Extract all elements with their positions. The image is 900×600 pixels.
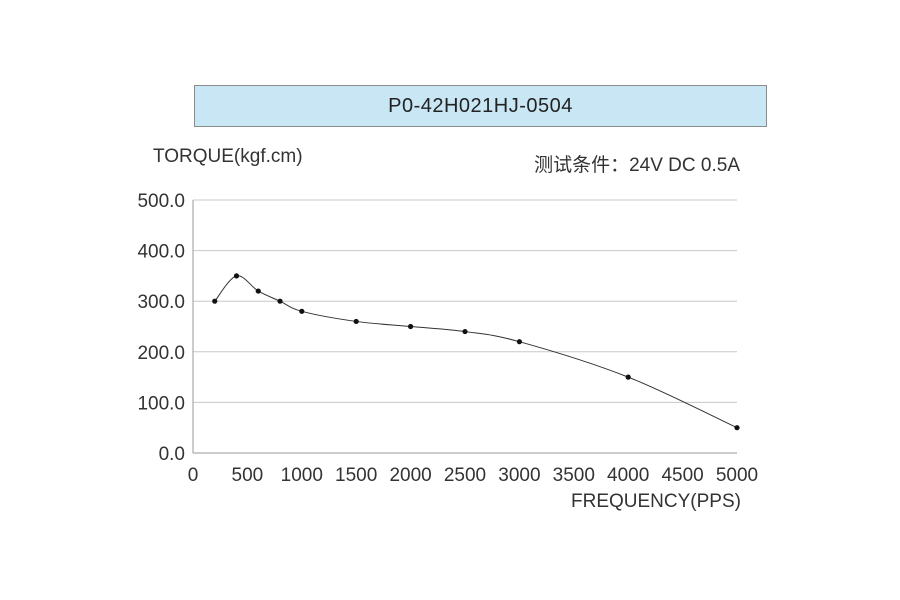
y-tick-label: 500.0 bbox=[137, 191, 185, 212]
x-tick-label: 1500 bbox=[335, 465, 377, 486]
y-tick-labels: 0.0 100.0 200.0 300.0 400.0 500.0 bbox=[137, 191, 185, 465]
torque-curve bbox=[214, 275, 738, 429]
data-point bbox=[408, 323, 414, 330]
y-tick-label: 200.0 bbox=[137, 343, 185, 364]
data-point bbox=[625, 374, 631, 380]
x-tick-label: 500 bbox=[232, 465, 264, 486]
x-tick-label: 5000 bbox=[716, 465, 758, 486]
y-tick-label: 100.0 bbox=[137, 393, 185, 414]
data-point bbox=[212, 298, 218, 304]
x-tick-label: 0 bbox=[188, 465, 199, 486]
data-point bbox=[516, 339, 523, 345]
y-tick-label: 400.0 bbox=[137, 242, 185, 263]
x-tick-label: 3000 bbox=[498, 465, 540, 486]
x-tick-label: 3500 bbox=[553, 465, 595, 486]
x-axis-label: FREQUENCY(PPS) bbox=[571, 491, 741, 512]
y-axis-label: TORQUE(kgf.cm) bbox=[153, 146, 303, 167]
data-point bbox=[734, 425, 740, 431]
x-tick-label: 2000 bbox=[389, 465, 431, 486]
axes bbox=[192, 200, 737, 454]
x-tick-label: 1000 bbox=[281, 465, 323, 486]
y-tick-label: 300.0 bbox=[137, 292, 185, 313]
data-point bbox=[299, 308, 305, 314]
data-point bbox=[233, 273, 240, 279]
y-tick-label: 0.0 bbox=[159, 444, 185, 465]
x-tick-label: 4000 bbox=[607, 465, 649, 486]
data-point bbox=[277, 298, 283, 304]
data-point bbox=[353, 318, 359, 325]
x-tick-label: 4500 bbox=[661, 465, 703, 486]
grid-lines bbox=[193, 199, 737, 403]
data-point bbox=[255, 288, 261, 294]
x-tick-label: 2500 bbox=[444, 465, 486, 486]
data-points bbox=[212, 273, 740, 431]
chart-title: P0-42H021HJ-0504 bbox=[194, 85, 767, 127]
data-point bbox=[462, 328, 468, 335]
x-tick-labels: 0 500 1000 1500 2000 2500 3000 3500 4000 4500 5000 bbox=[188, 465, 758, 486]
test-conditions-annotation: 测试条件：24V DC 0.5A bbox=[534, 155, 740, 176]
